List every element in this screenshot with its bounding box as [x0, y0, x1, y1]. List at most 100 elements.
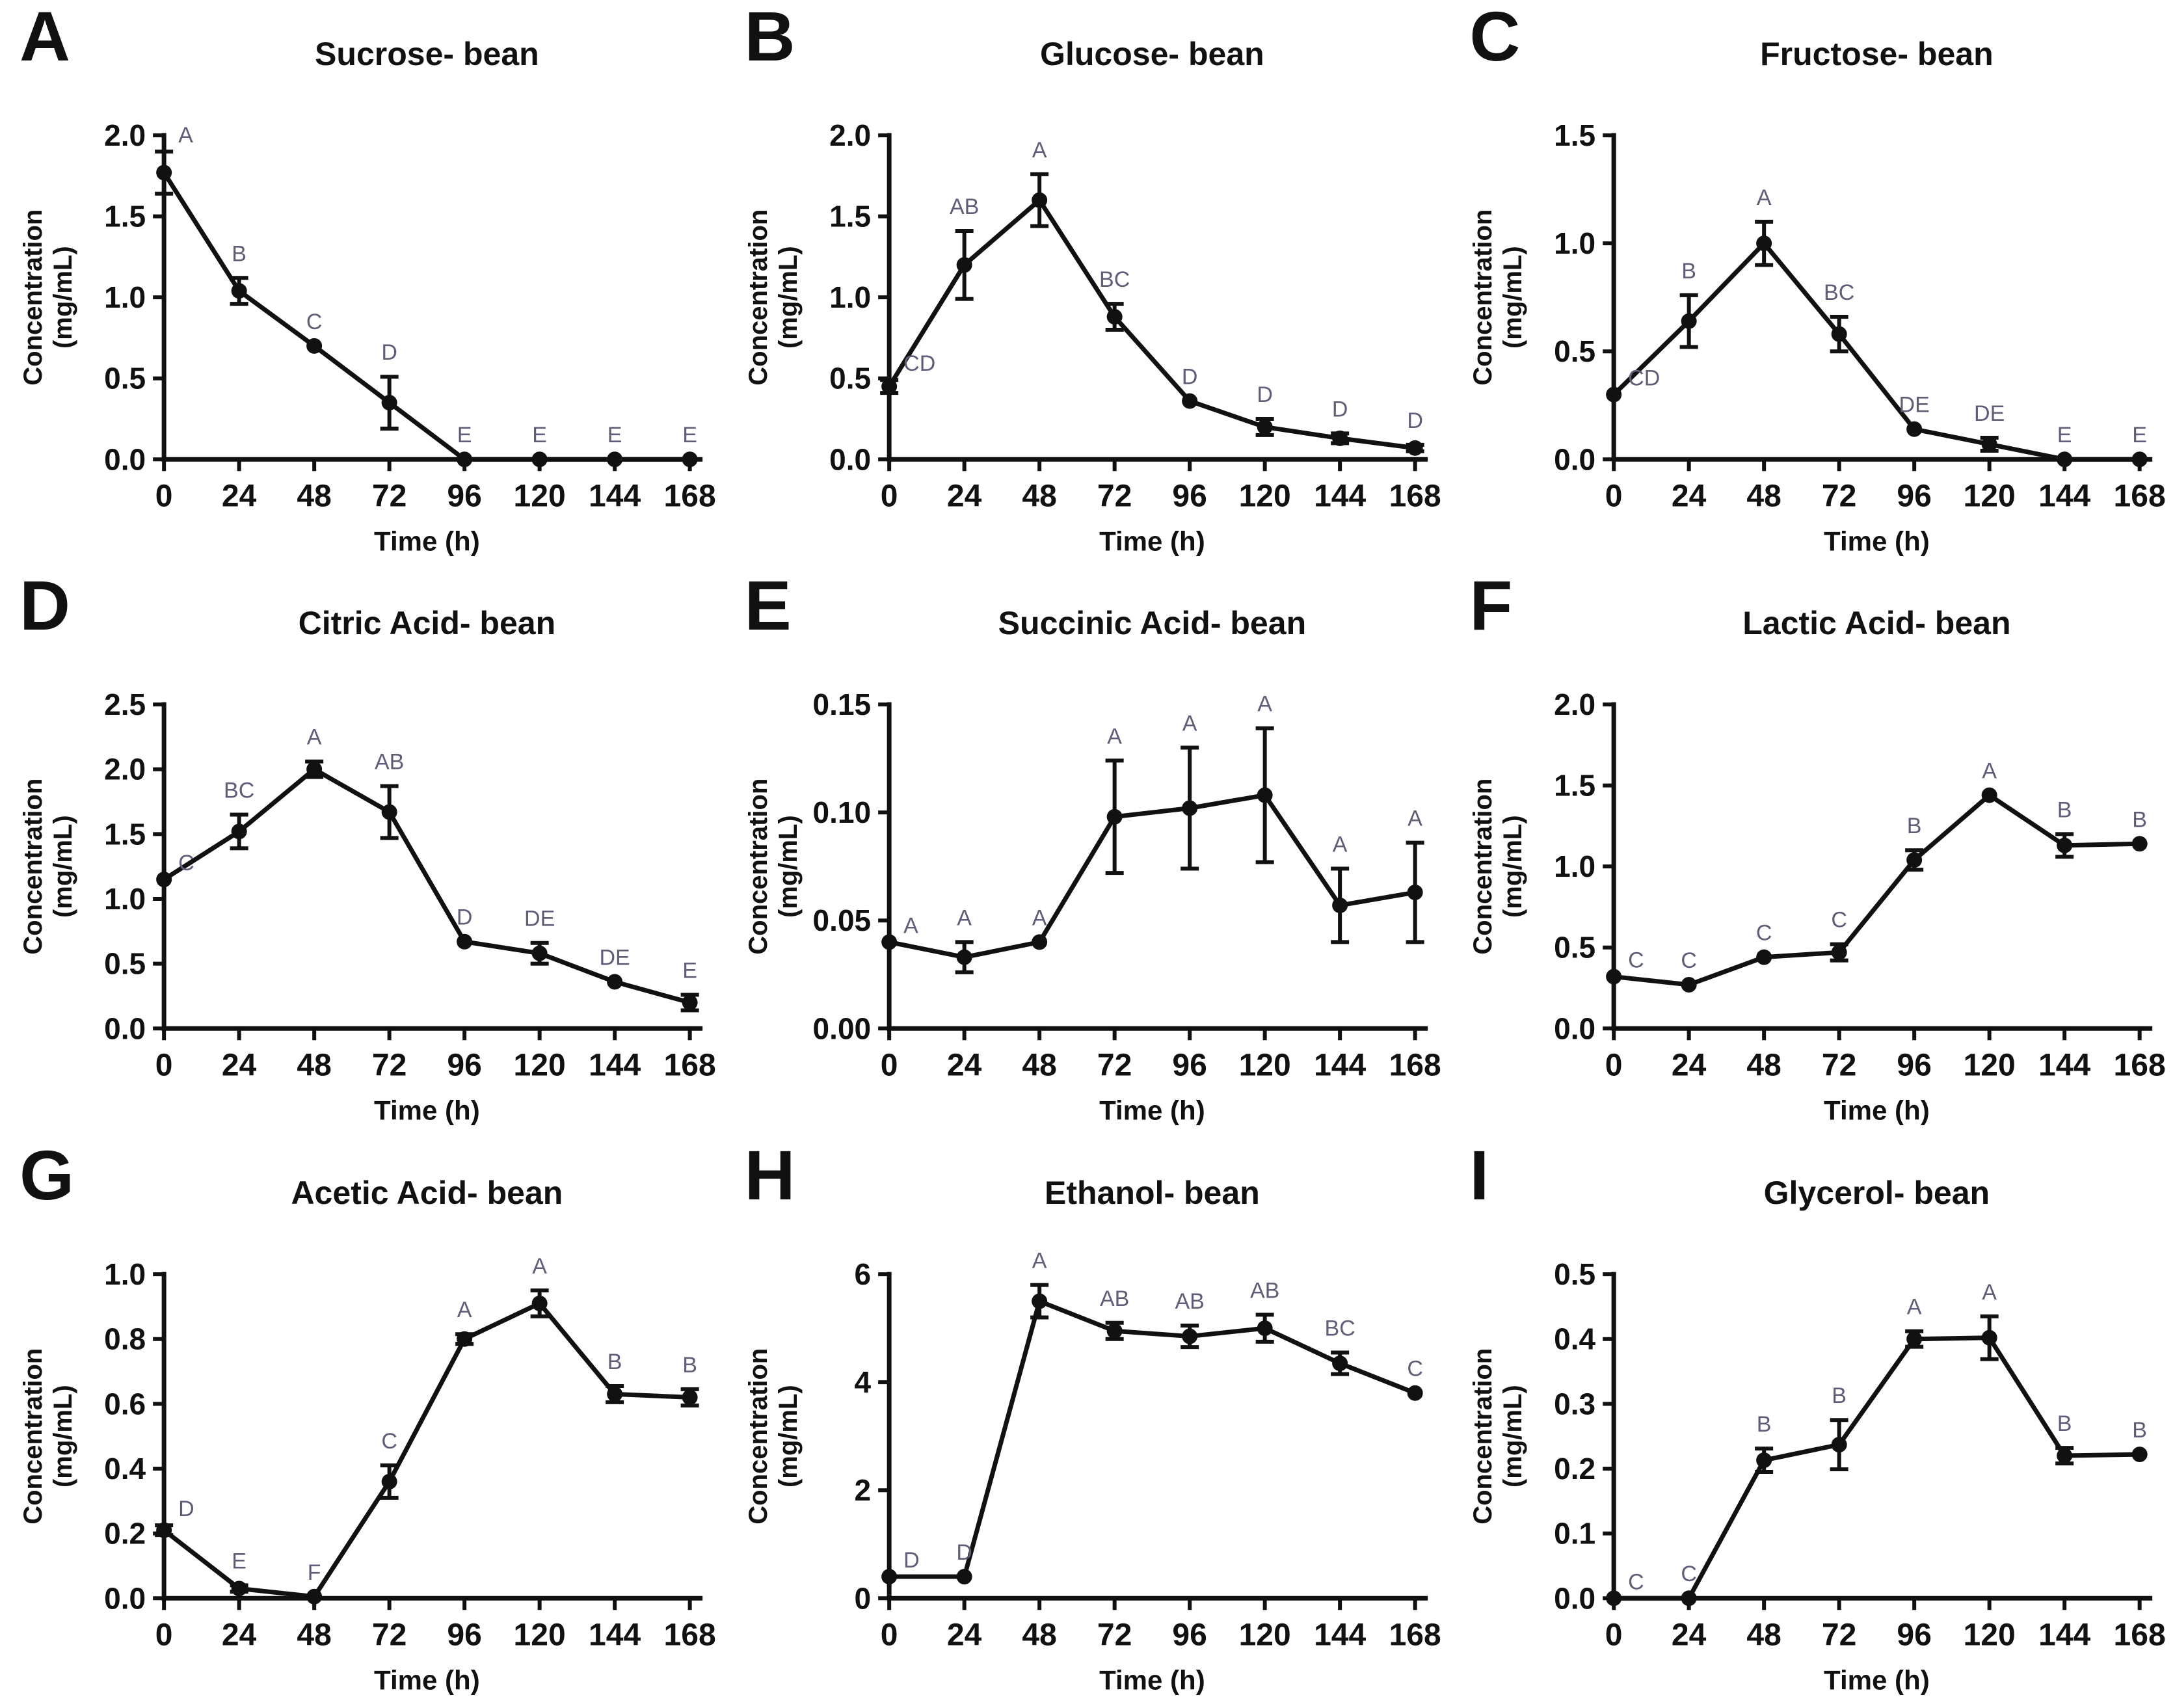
x-tick-label: 168	[2114, 1618, 2166, 1652]
y-axis-label-line2: (mg/mL)	[49, 246, 77, 349]
x-tick-label: 120	[514, 479, 566, 513]
sig-letter: A	[1332, 833, 1347, 857]
data-point	[1031, 1293, 1047, 1309]
x-tick-label: 168	[664, 479, 716, 513]
sig-letter: CD	[1628, 366, 1660, 391]
citric-acid-chart: Citric Acid- bean Concentration (mg/mL) 0.0…	[19, 605, 716, 1125]
data-point	[1331, 430, 1348, 446]
error-bars	[955, 726, 1424, 975]
sig-letter: AB	[375, 750, 404, 775]
data-point	[457, 451, 473, 468]
panel-glucose: B Glucose- bean Concentration (mg/mL) 0.0 0.…	[725, 0, 1450, 569]
sig-letter: B	[232, 241, 247, 266]
data-point	[682, 451, 698, 468]
significance-letters: D E F C A A B B	[178, 1254, 697, 1585]
y-tick-label: 0.0	[1554, 1012, 1595, 1046]
data-point	[956, 257, 972, 273]
x-tick-label: 0	[1605, 479, 1623, 513]
x-tick-label: 168	[1389, 479, 1441, 513]
glucose-chart: Glucose- bean Concentration (mg/mL) 0.0 0.5 1…	[744, 36, 1441, 556]
data-point	[457, 1331, 473, 1347]
x-tick-label: 120	[1238, 1618, 1290, 1652]
x-tick-label: 168	[664, 1048, 716, 1083]
chart-title: Sucrose- bean	[315, 36, 539, 72]
data-point	[607, 974, 623, 990]
sig-letter: A	[1757, 185, 1772, 210]
x-tick-label: 168	[2114, 479, 2166, 513]
x-tick-label: 96	[447, 1618, 481, 1652]
sig-letter: C	[1628, 1569, 1644, 1594]
data-point	[1756, 949, 1772, 965]
x-tick-label: 0	[155, 479, 173, 513]
data-point	[1257, 419, 1273, 435]
sig-letter: B	[1682, 259, 1697, 284]
y-axis-label-line1: Concentration	[744, 779, 773, 955]
data-point	[231, 283, 247, 299]
x-tick-label: 168	[1389, 1618, 1441, 1652]
data-point	[1756, 235, 1772, 252]
panel-letter-d: D	[20, 569, 72, 645]
chart-title: Ethanol- bean	[1045, 1175, 1260, 1211]
y-tick-label: 0.0	[104, 1012, 146, 1046]
y-tick-label: 0.0	[1554, 1581, 1595, 1615]
significance-letters: CD AB A BC D D D D	[903, 138, 1423, 433]
data-point	[881, 1568, 897, 1584]
x-axis-label: Time (h)	[374, 1664, 480, 1695]
x-ticks: 0 24 48 72 96 120 144 168	[1605, 1028, 2166, 1083]
x-axis-label: Time (h)	[1824, 1664, 1930, 1695]
x-tick-label: 48	[1022, 1048, 1056, 1083]
lactic-acid-chart: Lactic Acid- bean Concentration (mg/mL) 0.0…	[1469, 605, 2166, 1126]
sig-letter: DE	[600, 946, 630, 970]
y-tick-label: 0.5	[1554, 931, 1595, 965]
data-point	[881, 934, 897, 950]
sig-letter: A	[903, 914, 918, 939]
data-point	[1981, 787, 1997, 803]
data-point	[1756, 1452, 1772, 1468]
x-tick-label: 72	[1822, 1048, 1856, 1083]
sucrose-chart: Sucrose- bean Concentration (mg/mL) 0.0 0.5 1…	[19, 36, 716, 556]
y-tick-label: 2.0	[1554, 687, 1595, 721]
x-tick-label: 144	[2038, 479, 2090, 513]
sig-letter: D	[381, 340, 397, 365]
x-tick-label: 96	[1172, 1048, 1207, 1083]
y-axis-label-line1: Concentration	[19, 779, 47, 955]
y-ticks: 0.0 0.5 1.0 1.5 2.0 2.5	[104, 687, 165, 1046]
data-point	[1906, 852, 1923, 868]
x-tick-label: 0	[155, 1048, 173, 1083]
sig-letter: C	[306, 310, 323, 334]
sig-letter: D	[903, 1548, 920, 1573]
data-point	[1407, 440, 1423, 456]
y-ticks: 0.0 0.5 1.0 1.5	[1554, 118, 1614, 476]
y-axis-label-line1: Concentration	[1469, 209, 1497, 386]
data-points	[156, 762, 698, 1011]
sig-letter: A	[1907, 1294, 1922, 1319]
axes	[1611, 1272, 2153, 1601]
data-point	[1257, 1320, 1273, 1336]
x-tick-label: 0	[880, 1618, 898, 1652]
y-axis-label-line2: (mg/mL)	[774, 1385, 803, 1488]
sig-letter: AB	[950, 194, 979, 219]
x-axis-label: Time (h)	[1824, 1095, 1930, 1126]
sig-letter: D	[178, 1497, 194, 1521]
y-tick-label: 0.2	[1554, 1452, 1595, 1486]
y-tick-label: 0.8	[104, 1322, 146, 1355]
x-tick-label: 144	[589, 479, 641, 513]
x-tick-label: 0	[880, 479, 898, 513]
y-ticks: 0.0 0.2 0.4 0.6 0.8 1.0	[104, 1257, 165, 1615]
sig-letter: A	[1257, 692, 1272, 717]
x-tick-label: 72	[1097, 479, 1132, 513]
acetic-acid-chart: Acetic Acid- bean Concentration (mg/mL) 0.0…	[19, 1175, 716, 1695]
x-tick-label: 48	[297, 479, 331, 513]
sig-letter: A	[1032, 138, 1047, 163]
data-point	[607, 451, 623, 468]
x-axis-label: Time (h)	[1099, 526, 1205, 556]
x-tick-label: 72	[1822, 1618, 1856, 1652]
sig-letter: B	[1832, 1383, 1847, 1408]
data-points	[156, 165, 698, 468]
data-points	[881, 192, 1423, 456]
x-tick-label: 120	[514, 1048, 566, 1083]
series-line	[161, 767, 693, 1006]
data-point	[1407, 885, 1423, 901]
x-tick-label: 72	[372, 1618, 407, 1652]
sig-letter: A	[1182, 712, 1197, 736]
